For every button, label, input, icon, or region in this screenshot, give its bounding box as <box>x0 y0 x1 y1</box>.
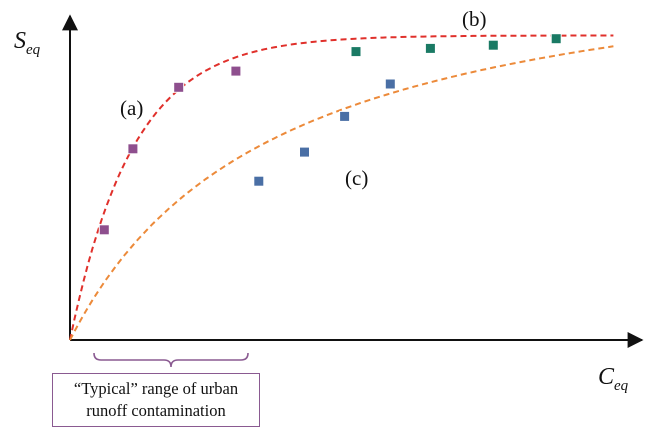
series-b-label: (b) <box>462 7 487 31</box>
series-c-point-3 <box>339 110 351 122</box>
y-axis-label-main: S <box>14 28 26 54</box>
series-a-point-1 <box>98 224 110 236</box>
annotation-line-1: “Typical” range of urban <box>73 379 239 398</box>
series-b-point-4 <box>550 33 562 45</box>
series-c-point-2 <box>299 146 310 158</box>
curve-ab-fit <box>69 34 614 341</box>
annotation-line-2: runoff contamination <box>86 401 226 420</box>
series-c-point-4 <box>384 78 396 90</box>
curve-c-fit <box>69 45 614 341</box>
x-axis-label-sub: eq <box>614 378 629 394</box>
y-axis-label: Seq <box>14 28 41 58</box>
series-b-point-1 <box>350 46 362 58</box>
x-axis-label: Ceq <box>598 364 629 394</box>
series-a-point-4 <box>230 65 242 77</box>
fitted-curves <box>69 34 614 341</box>
series-b-point-2 <box>424 42 436 54</box>
series-a-point-2 <box>127 143 139 155</box>
series-c-point-1 <box>253 175 265 187</box>
series-a-label: (a) <box>120 96 143 120</box>
series-b-point-3 <box>487 39 499 51</box>
x-axis-label-main: C <box>598 364 615 390</box>
series-a-point-3 <box>173 81 185 93</box>
typical-range-brace <box>93 352 249 368</box>
series-c-label: (c) <box>345 166 368 190</box>
typical-range-annotation: “Typical” range of urban runoff contamin… <box>52 373 260 427</box>
data-points <box>98 33 562 236</box>
y-axis-label-sub: eq <box>26 42 41 58</box>
